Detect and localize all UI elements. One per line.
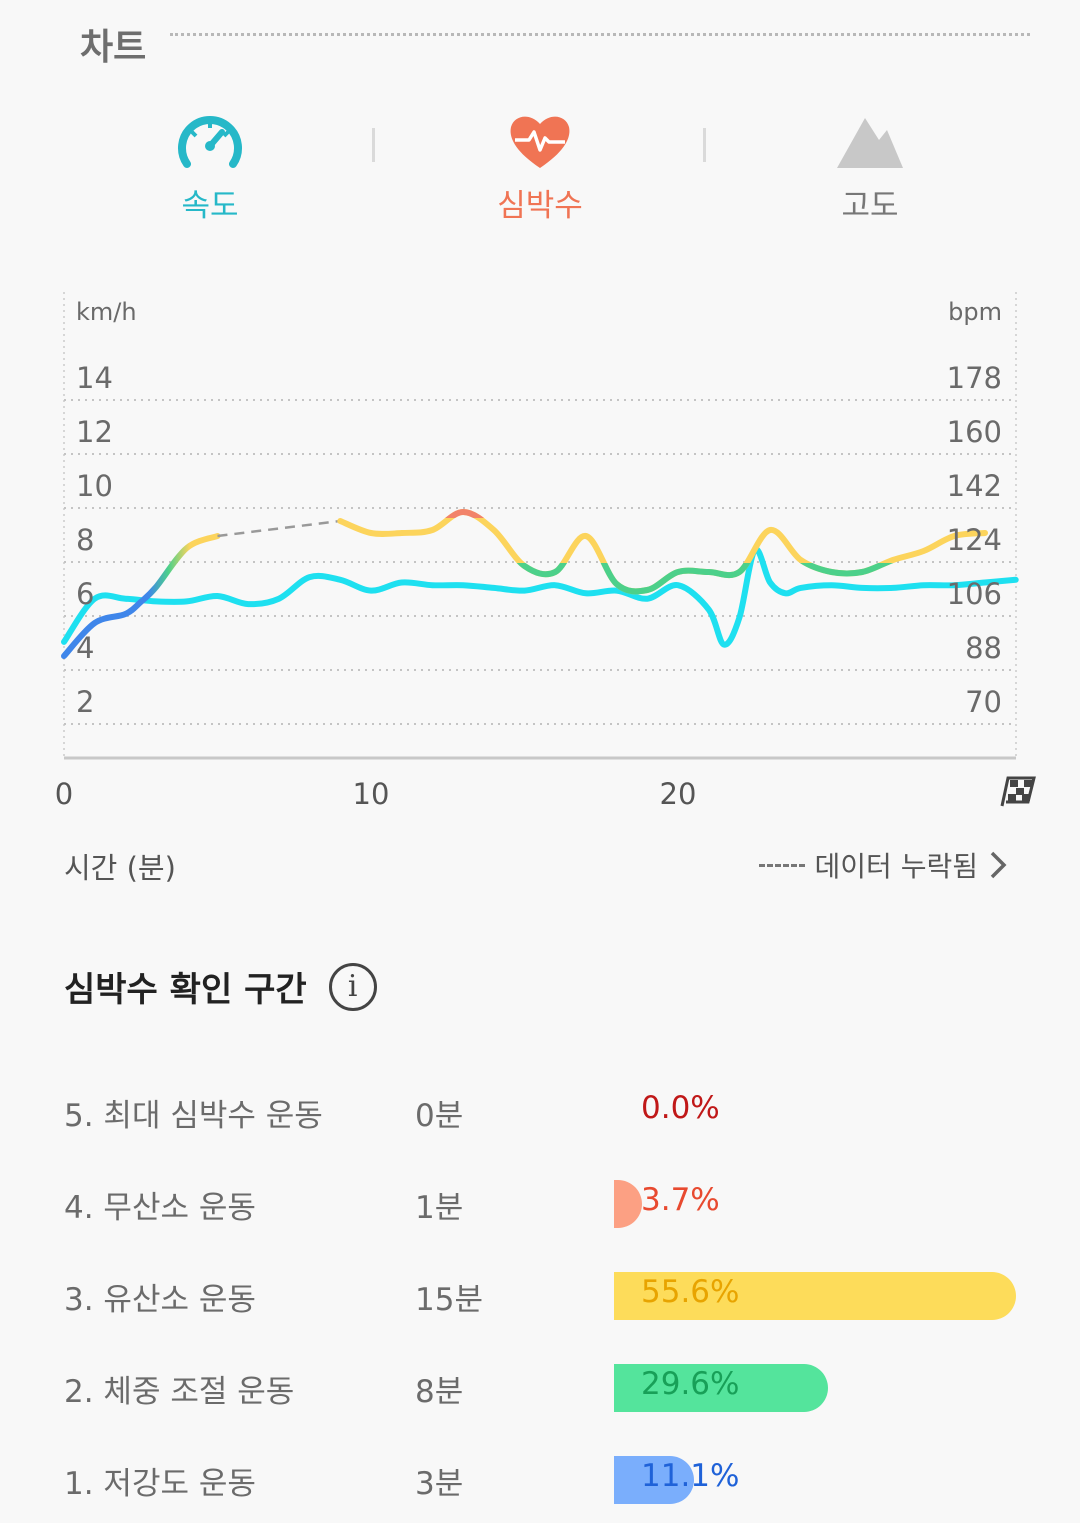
zone-name: 1. 저강도 운동: [64, 1466, 256, 1502]
zone-bar: [614, 1272, 1016, 1320]
flag-square: [1024, 780, 1032, 787]
flag-outline: [1000, 776, 1036, 807]
zone-percent: 11.1%: [641, 1458, 740, 1494]
speed-heart-rate-chart: 14 178 12 160 10 142 8 124 6 106 4 88 2 70 km/h bpm 0 10 2…: [0, 270, 1080, 830]
missing-data-line: [217, 519, 341, 538]
zone-minutes: 8분: [415, 1374, 464, 1410]
right-tick-label: 70: [965, 685, 1002, 719]
tab-speed-label: 속도: [181, 188, 239, 224]
left-tick-label: 4: [76, 631, 94, 665]
chevron-right-icon: [990, 851, 1007, 879]
checkered-flag-icon: [1000, 776, 1036, 807]
flag-square: [1016, 788, 1024, 795]
x-tick-label: 0: [55, 777, 73, 811]
zone-minutes: 1분: [415, 1190, 464, 1226]
zone-row: 5. 최대 심박수 운동 0분 0.0%: [0, 1082, 1080, 1142]
zone-row: 2. 체중 조절 운동 8분 29.6%: [0, 1358, 1080, 1418]
zone-percent: 55.6%: [641, 1274, 740, 1310]
zone-row: 4. 무산소 운동 1분 3.7%: [0, 1174, 1080, 1234]
zone-percent: 0.0%: [641, 1090, 720, 1126]
heart-rate-icon: [510, 116, 570, 168]
chart-type-tabs: 속도 심박수 고도: [0, 110, 1080, 230]
x-tick-label: 10: [353, 777, 390, 811]
right-unit-label: bpm: [948, 298, 1002, 326]
missing-data-legend[interactable]: 데이터 누락됨: [758, 845, 1008, 885]
zone-minutes: 0분: [415, 1098, 464, 1134]
zone-minutes: 3분: [415, 1466, 464, 1502]
right-tick-label: 106: [947, 577, 1002, 611]
missing-data-label: 데이터 누락됨: [814, 850, 978, 883]
zone-percent: 3.7%: [641, 1182, 720, 1218]
zone-name: 4. 무산소 운동: [64, 1190, 256, 1226]
zone-bar: [614, 1364, 828, 1412]
speed-line: [61, 546, 1019, 648]
left-tick-label: 10: [76, 469, 113, 503]
info-icon[interactable]: i: [328, 962, 377, 1011]
zone-name: 2. 체중 조절 운동: [64, 1374, 295, 1410]
tab-divider: [372, 128, 375, 162]
speedometer-icon: [178, 116, 242, 168]
zone-percent: 29.6%: [641, 1366, 740, 1402]
zone-name: 5. 최대 심박수 운동: [64, 1098, 323, 1134]
mountain-icon: [837, 118, 903, 168]
tab-divider: [703, 128, 706, 162]
flag-square: [1022, 794, 1030, 801]
right-tick-label: 160: [947, 415, 1002, 449]
heart-rate-line-start: [61, 533, 221, 659]
right-tick-label: 88: [965, 631, 1002, 665]
x-axis-label: 시간 (분): [64, 851, 176, 885]
zone-bar: [614, 1180, 642, 1228]
zone-row: 3. 유산소 운동 15분 55.6%: [0, 1266, 1080, 1326]
left-tick-label: 8: [76, 523, 94, 557]
tab-heart-rate[interactable]: 심박수: [430, 110, 650, 225]
dashed-line-icon: [758, 863, 805, 867]
right-tick-label: 142: [947, 469, 1002, 503]
left-tick-label: 6: [76, 577, 94, 611]
chart-canvas: 14 178 12 160 10 142 8 124 6 106 4 88 2 70 km/h bpm 0 10 2…: [55, 292, 1036, 811]
zone-bar: [614, 1456, 694, 1504]
right-tick-label: 124: [947, 523, 1002, 557]
section-divider: [170, 33, 1030, 36]
left-tick-label: 12: [76, 415, 113, 449]
zones-title: 심박수 확인 구간: [64, 970, 307, 1010]
right-tick-label: 178: [947, 361, 1002, 395]
left-tick-label: 2: [76, 685, 94, 719]
tab-altitude-label: 고도: [841, 188, 899, 224]
tab-heart-rate-label: 심박수: [497, 188, 583, 224]
x-tick-label: 20: [660, 777, 697, 811]
left-tick-label: 14: [76, 361, 113, 395]
flag-square: [1010, 780, 1018, 787]
heart-rate-zones-header: 심박수 확인 구간 i: [64, 962, 377, 1011]
tab-altitude[interactable]: 고도: [760, 110, 980, 225]
tab-speed[interactable]: 속도: [100, 110, 320, 225]
zone-name: 3. 유산소 운동: [64, 1282, 256, 1318]
zone-minutes: 15분: [415, 1282, 483, 1318]
left-unit-label: km/h: [76, 298, 137, 326]
section-title: 차트: [80, 27, 147, 68]
zone-row: 1. 저강도 운동 3분 11.1%: [0, 1450, 1080, 1510]
heart-rate-fat-burn-segment: [516, 563, 894, 595]
flag-square: [1008, 794, 1016, 801]
chart-section-header: 차트: [80, 18, 1030, 68]
